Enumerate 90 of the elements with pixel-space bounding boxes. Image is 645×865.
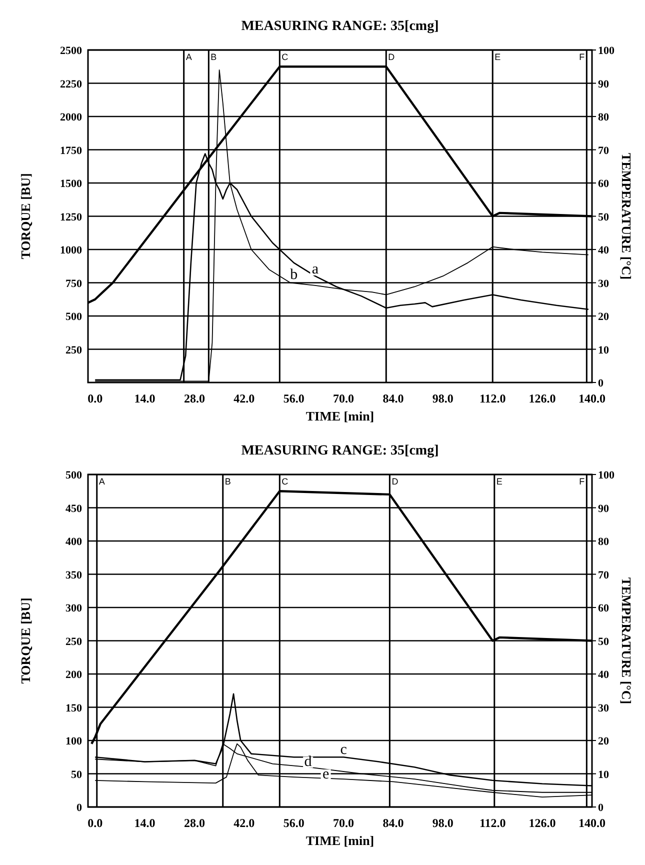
ref-line-label: A bbox=[186, 52, 192, 62]
x-tick-label: 0.0 bbox=[88, 816, 103, 830]
y2-tick-label: 10 bbox=[598, 768, 610, 781]
y2-tick-label: 0 bbox=[598, 802, 604, 814]
y-tick-label: 200 bbox=[66, 669, 82, 681]
y2-tick-label: 50 bbox=[598, 211, 610, 224]
x-tick-label: 112.0 bbox=[479, 392, 506, 406]
y-tick-label: 2250 bbox=[60, 78, 82, 90]
y-tick-label: 0 bbox=[76, 802, 82, 814]
x-tick-label: 0.0 bbox=[88, 392, 103, 406]
x-tick-label: 56.0 bbox=[283, 816, 304, 830]
x-tick-label: 70.0 bbox=[333, 816, 354, 830]
y2-tick-label: 40 bbox=[598, 669, 610, 681]
x-tick-label: 140.0 bbox=[578, 816, 606, 830]
y2-tick-label: 80 bbox=[598, 536, 610, 548]
y-tick-label: 100 bbox=[66, 736, 82, 748]
y2-tick-label: 90 bbox=[598, 502, 610, 515]
y2-tick-label: 90 bbox=[598, 78, 610, 90]
y-tick-label: 150 bbox=[66, 702, 82, 714]
y-tick-label: 50 bbox=[71, 768, 82, 781]
y2-tick-label: 30 bbox=[598, 702, 610, 714]
ref-line-label: F bbox=[579, 476, 586, 486]
ref-line-label: D bbox=[388, 52, 396, 62]
y-axis-title: TORQUE [BU] bbox=[18, 598, 33, 684]
y-tick-label: 400 bbox=[66, 536, 82, 548]
y-tick-label: 450 bbox=[66, 502, 82, 515]
annotation: a bbox=[312, 261, 319, 278]
x-tick-label: 14.0 bbox=[134, 392, 156, 406]
x-tick-label: 140.0 bbox=[578, 392, 606, 406]
x-tick-label: 42.0 bbox=[234, 392, 255, 406]
y-tick-label: 1250 bbox=[60, 211, 82, 224]
y-tick-label: 250 bbox=[66, 344, 82, 356]
x-tick-label: 42.0 bbox=[234, 816, 255, 830]
x-tick-label: 14.0 bbox=[134, 816, 156, 830]
y2-tick-label: 60 bbox=[598, 602, 610, 614]
ref-line-label: D bbox=[392, 476, 399, 486]
y2-tick-label: 20 bbox=[598, 736, 610, 748]
x-tick-label: 56.0 bbox=[283, 392, 304, 406]
y-tick-label: 250 bbox=[66, 636, 82, 648]
y-tick-label: 500 bbox=[66, 311, 82, 323]
y-tick-label: 500 bbox=[66, 470, 82, 482]
ref-line-label: E bbox=[494, 52, 501, 62]
ref-line-label: E bbox=[496, 476, 502, 486]
y-tick-label: 350 bbox=[66, 569, 82, 582]
y2-tick-label: 60 bbox=[598, 178, 610, 190]
ref-line-label: C bbox=[282, 476, 289, 486]
x-tick-label: 28.0 bbox=[184, 392, 205, 406]
y2-tick-label: 20 bbox=[598, 311, 610, 323]
x-tick-label: 112.0 bbox=[479, 816, 506, 830]
ref-line-label: C bbox=[282, 52, 289, 62]
x-tick-label: 98.0 bbox=[432, 392, 454, 406]
annotation: e bbox=[322, 766, 330, 782]
ref-line-label: A bbox=[98, 476, 105, 486]
y-tick-label: 1750 bbox=[60, 144, 82, 157]
y-tick-label: 2500 bbox=[60, 45, 82, 57]
y2-tick-label: 50 bbox=[598, 636, 610, 648]
ref-line-label: B bbox=[210, 52, 217, 62]
chart-title: MEASURING RANGE: 35[cmg] bbox=[241, 444, 439, 458]
y2-tick-label: 0 bbox=[598, 378, 604, 390]
y2-tick-label: 10 bbox=[598, 344, 610, 356]
x-tick-label: 84.0 bbox=[382, 816, 404, 830]
y2-axis-title: TEMPERATURE [°C] bbox=[619, 152, 634, 280]
annotation: d bbox=[304, 754, 312, 770]
y2-tick-label: 100 bbox=[598, 45, 615, 57]
y2-axis-title: TEMPERATURE [°C] bbox=[619, 577, 634, 704]
x-tick-label: 28.0 bbox=[184, 816, 205, 830]
ref-line-label: B bbox=[224, 476, 231, 486]
y2-tick-label: 80 bbox=[598, 112, 610, 124]
x-tick-label: 98.0 bbox=[432, 816, 454, 830]
y2-tick-label: 40 bbox=[598, 244, 610, 256]
x-tick-label: 126.0 bbox=[528, 816, 556, 830]
x-tick-label: 70.0 bbox=[333, 392, 354, 406]
x-axis-title: TIME [min] bbox=[306, 833, 374, 848]
x-axis-title: TIME [min] bbox=[306, 408, 374, 424]
y2-tick-label: 100 bbox=[598, 470, 615, 482]
y2-tick-label: 30 bbox=[598, 278, 610, 290]
y-tick-label: 1000 bbox=[60, 244, 82, 256]
x-tick-label: 84.0 bbox=[382, 392, 404, 406]
y2-tick-label: 70 bbox=[598, 569, 610, 582]
ref-line-label: F bbox=[579, 52, 586, 62]
x-tick-label: 126.0 bbox=[528, 392, 556, 406]
chart-title: MEASURING RANGE: 35[cmg] bbox=[241, 19, 439, 34]
y-tick-label: 750 bbox=[66, 278, 82, 290]
y-tick-label: 300 bbox=[66, 602, 82, 614]
annotation: b bbox=[290, 266, 298, 283]
annotation: c bbox=[340, 742, 348, 758]
y-tick-label: 2000 bbox=[60, 112, 82, 124]
y-tick-label: 1500 bbox=[60, 178, 82, 190]
y-axis-title: TORQUE [BU] bbox=[18, 173, 33, 260]
y2-tick-label: 70 bbox=[598, 144, 610, 157]
